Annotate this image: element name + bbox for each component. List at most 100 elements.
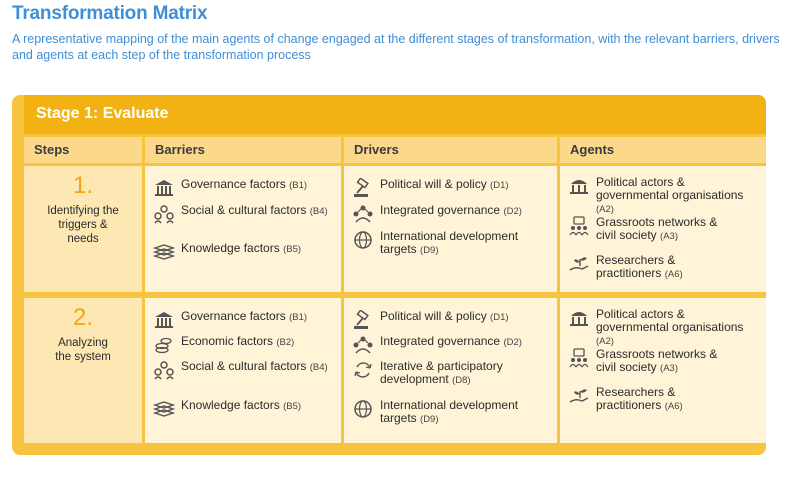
- step-row-2: 2. Analyzing the system Governance facto…: [24, 298, 766, 443]
- item-text: International development targets: [380, 229, 519, 256]
- list-item: International development targets (D9): [352, 399, 542, 426]
- item-code: (D2): [503, 337, 522, 348]
- list-item: Grassroots networks & civil society (A3): [568, 216, 728, 243]
- people-group-icon: [153, 204, 175, 224]
- stage-title: Stage 1: Evaluate: [36, 105, 169, 122]
- list-item: Political will & policy (D1): [352, 310, 509, 330]
- list-item: Social & cultural factors (B4): [153, 360, 329, 380]
- item-code: (B5): [283, 401, 302, 412]
- column-header-row: Steps Barriers Drivers Agents: [24, 137, 766, 163]
- column-header-drivers: Drivers: [344, 137, 557, 163]
- step-label: Identifying the triggers & needs: [47, 205, 119, 245]
- list-item: Economic factors (B2): [153, 335, 294, 355]
- parliament-icon: [568, 176, 590, 196]
- list-item: Social & cultural factors (B4): [153, 204, 329, 224]
- item-text: Political actors & governmental organisa…: [596, 307, 744, 334]
- item-text: International development targets: [380, 398, 519, 425]
- cycle-icon: [352, 360, 374, 380]
- list-item: Researchers & practitioners (A6): [568, 254, 698, 281]
- agents-cell: Political actors & governmental organisa…: [560, 298, 766, 443]
- item-text: Governance factors: [181, 177, 286, 191]
- list-item: Iterative & participatory development (D…: [352, 360, 522, 387]
- hand-plant-icon: [568, 386, 590, 406]
- item-code: (D9): [420, 414, 439, 425]
- item-code: (B4): [309, 206, 328, 217]
- item-text: Grassroots networks & civil society: [596, 215, 718, 242]
- item-code: (A3): [660, 363, 678, 374]
- item-code: (B1): [289, 180, 308, 191]
- item-text: Political actors & governmental organisa…: [596, 175, 744, 202]
- item-text: Political will & policy: [380, 177, 487, 191]
- item-text: Economic factors: [181, 334, 274, 348]
- item-text: Social & cultural factors: [181, 203, 307, 217]
- item-text: Researchers & practitioners: [596, 253, 676, 280]
- books-icon: [153, 242, 175, 262]
- transformation-matrix: Stage 1: Evaluate Steps Barriers Drivers…: [12, 95, 766, 455]
- step-cell: 1. Identifying the triggers & needs: [24, 166, 142, 292]
- agents-cell: Political actors & governmental organisa…: [560, 166, 766, 292]
- globe-icon: [352, 230, 374, 250]
- coins-icon: [153, 335, 175, 355]
- item-code: (A2): [596, 204, 614, 215]
- barriers-cell: Governance factors (B1) Social & cultura…: [145, 166, 341, 292]
- item-code: (D8): [452, 375, 471, 386]
- people-group-icon: [153, 360, 175, 380]
- drivers-cell: Political will & policy (D1) Integrated …: [344, 298, 557, 443]
- item-code: (B4): [309, 362, 328, 373]
- item-text: Knowledge factors: [181, 241, 280, 255]
- item-text: Integrated governance: [380, 203, 501, 217]
- matrix-body: Stage 1: Evaluate Steps Barriers Drivers…: [24, 95, 766, 443]
- list-item: Knowledge factors (B5): [153, 399, 301, 419]
- drivers-cell: Political will & policy (D1) Integrated …: [344, 166, 557, 292]
- step-row-1: 1. Identifying the triggers & needs Gove…: [24, 166, 766, 292]
- network-people-icon: [352, 335, 374, 355]
- community-icon: [568, 348, 590, 368]
- item-code: (A6): [664, 401, 683, 412]
- step-label: Analyzing the system: [55, 337, 111, 363]
- parliament-icon: [568, 308, 590, 328]
- item-text: Governance factors: [181, 309, 286, 323]
- item-code: (D2): [503, 206, 522, 217]
- stage-header: Stage 1: Evaluate: [24, 95, 766, 134]
- item-code: (B5): [283, 244, 302, 255]
- step-number: 2.: [72, 304, 93, 331]
- item-text: Researchers & practitioners: [596, 385, 676, 412]
- list-item: International development targets (D9): [352, 230, 542, 257]
- item-code: (A3): [660, 231, 678, 242]
- item-code: (D9): [420, 245, 439, 256]
- item-code: (A6): [664, 269, 683, 280]
- page-subtitle: A representative mapping of the main age…: [12, 32, 780, 62]
- item-text: Grassroots networks & civil society: [596, 347, 718, 374]
- item-text: Knowledge factors: [181, 398, 280, 412]
- hand-plant-icon: [568, 254, 590, 274]
- community-icon: [568, 216, 590, 236]
- list-item: Grassroots networks & civil society (A3): [568, 348, 728, 375]
- list-item: Researchers & practitioners (A6): [568, 386, 698, 413]
- item-code: (A2): [596, 336, 614, 347]
- item-text: Political will & policy: [380, 309, 487, 323]
- gavel-icon: [352, 310, 374, 330]
- column-header-agents: Agents: [560, 137, 766, 163]
- step-number: 1.: [72, 172, 93, 199]
- list-item: Integrated governance (D2): [352, 204, 522, 224]
- list-item: Knowledge factors (B5): [153, 242, 301, 262]
- list-item: Integrated governance (D2): [352, 335, 522, 355]
- item-text: Integrated governance: [380, 334, 501, 348]
- barriers-cell: Governance factors (B1) Economic factors…: [145, 298, 341, 443]
- item-code: (D1): [490, 312, 509, 323]
- gavel-icon: [352, 178, 374, 198]
- network-people-icon: [352, 204, 374, 224]
- column-header-barriers: Barriers: [145, 137, 341, 163]
- item-text: Iterative & participatory development: [380, 359, 503, 386]
- item-code: (D1): [490, 180, 509, 191]
- column-header-steps: Steps: [24, 137, 142, 163]
- item-code: (B2): [276, 337, 295, 348]
- list-item: Governance factors (B1): [153, 178, 307, 198]
- list-item: Governance factors (B1): [153, 310, 307, 330]
- list-item: Political actors & governmental organisa…: [568, 176, 758, 216]
- books-icon: [153, 399, 175, 419]
- institution-icon: [153, 310, 175, 330]
- list-item: Political will & policy (D1): [352, 178, 509, 198]
- institution-icon: [153, 178, 175, 198]
- step-cell: 2. Analyzing the system: [24, 298, 142, 443]
